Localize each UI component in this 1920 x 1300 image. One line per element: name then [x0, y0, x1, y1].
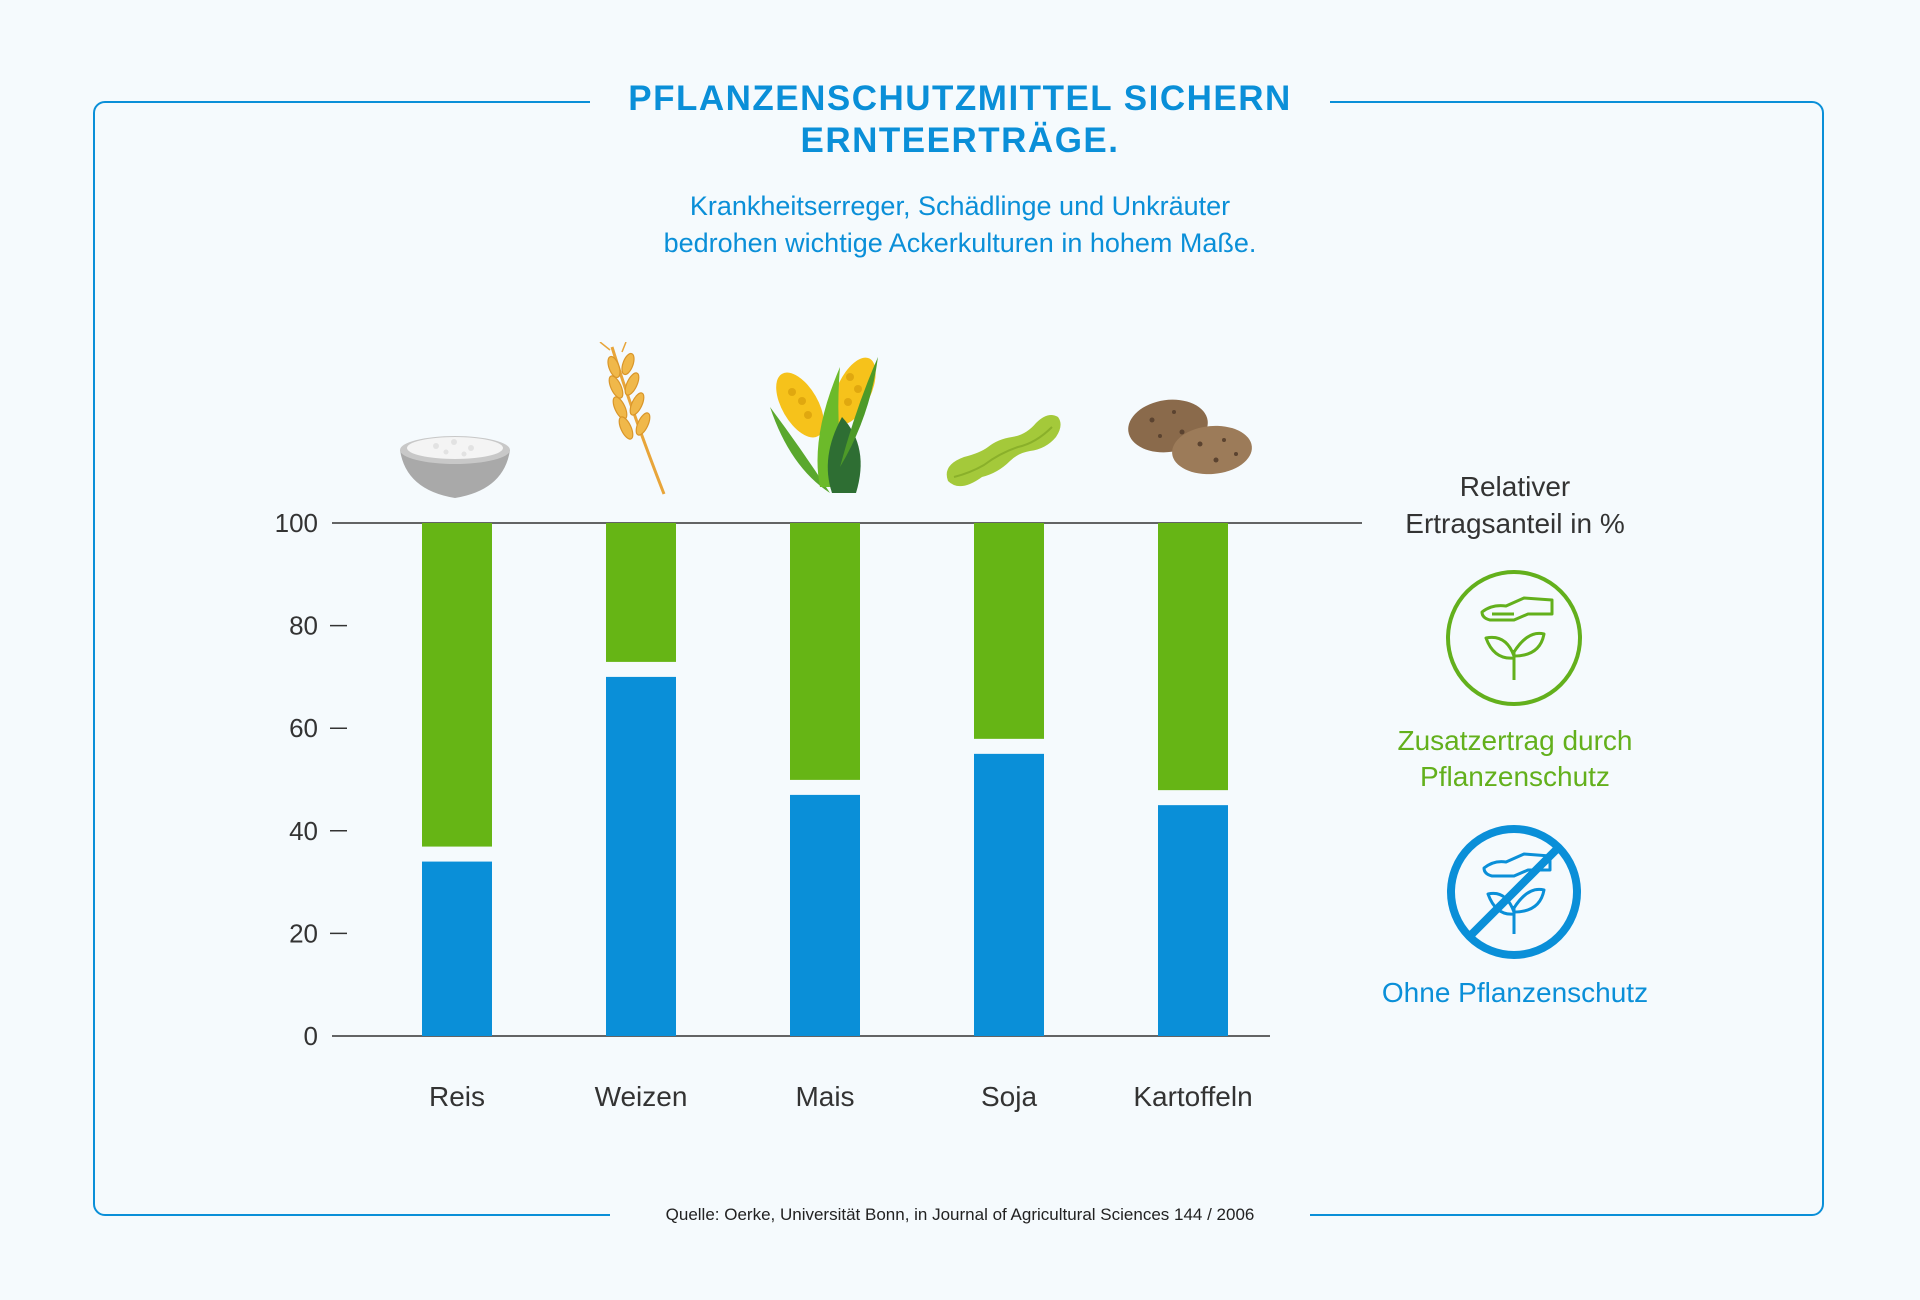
category-label-kartoffeln: Kartoffeln	[1133, 1081, 1252, 1112]
bar-with-protection-soja	[974, 523, 1044, 739]
soybean-pod-icon	[946, 415, 1061, 487]
bar-without-protection-soja	[974, 753, 1044, 1036]
legend-title: Relativer Ertragsanteil in %	[1340, 468, 1690, 542]
bar-without-protection-kartoffeln	[1158, 805, 1228, 1036]
bar-with-protection-kartoffeln	[1158, 523, 1228, 791]
y-tick-label: 80	[289, 611, 318, 641]
wheat-icon	[599, 342, 666, 495]
bar-with-protection-reis	[422, 523, 492, 847]
category-label-weizen: Weizen	[595, 1081, 688, 1112]
y-tick-label: 0	[304, 1021, 318, 1051]
subtitle-line-1: Krankheitserreger, Schädlinge und Unkräu…	[689, 191, 1231, 221]
category-label-soja: Soja	[981, 1081, 1037, 1112]
title-line-1: Pflanzenschutzmittel sichern	[628, 79, 1292, 118]
bar-with-protection-weizen	[606, 523, 676, 662]
legend-title-line-2: Ertragsanteil in %	[1405, 508, 1625, 539]
subtitle-line-2: bedrohen wichtige Ackerkulturen in hohem…	[663, 228, 1257, 258]
page-title: Pflanzenschutzmittel sichern Ernteerträg…	[590, 78, 1330, 162]
bar-with-protection-mais	[790, 523, 860, 780]
hand-over-plant-icon	[1446, 570, 1582, 706]
y-tick-label: 60	[289, 713, 318, 743]
title-line-2: Ernteerträge.	[800, 121, 1120, 160]
category-label-mais: Mais	[795, 1081, 854, 1112]
source-note: Quelle: Oerke, Universität Bonn, in Jour…	[610, 1203, 1310, 1227]
legend-without-protection: Ohne Pflanzenschutz	[1381, 977, 1649, 1008]
y-tick-label: 20	[289, 918, 318, 948]
y-tick-label: 100	[275, 508, 318, 538]
category-label-reis: Reis	[429, 1081, 485, 1112]
bar-without-protection-mais	[790, 794, 860, 1036]
legend-with-protection-line-1: Zusatzertrag durch	[1397, 725, 1633, 756]
y-tick-label: 40	[289, 816, 318, 846]
legend-with-protection-line-2: Pflanzenschutz	[1420, 761, 1610, 792]
potato-icon	[1128, 399, 1252, 475]
bar-without-protection-weizen	[606, 676, 676, 1036]
subtitle: Krankheitserreger, Schädlinge und Unkräu…	[560, 188, 1360, 262]
no-crop-protection-icon	[1447, 825, 1581, 959]
bar-without-protection-reis	[422, 861, 492, 1036]
legend-title-line-1: Relativer	[1459, 471, 1571, 502]
rice-bowl-icon	[400, 436, 510, 498]
corn-icon	[770, 357, 878, 493]
legend-with-protection: Zusatzertrag durch Pflanzenschutz	[1340, 723, 1690, 795]
